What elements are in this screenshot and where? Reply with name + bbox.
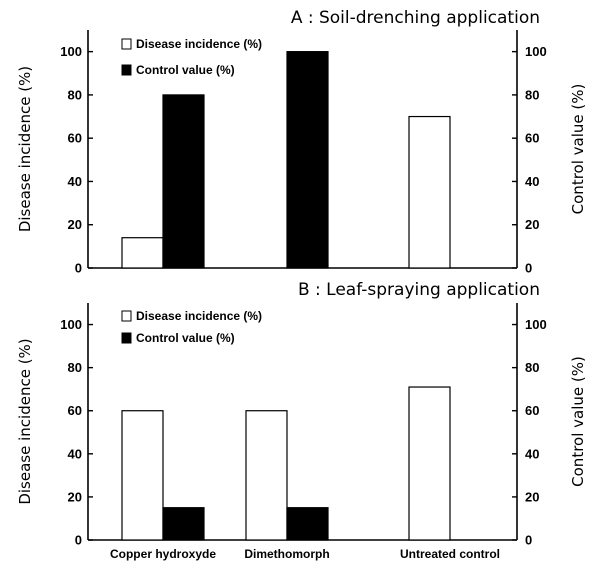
left-tick-label: 40 bbox=[68, 174, 82, 189]
right-tick-label: 80 bbox=[525, 360, 539, 375]
bar-control-value bbox=[162, 94, 205, 269]
legend-swatch bbox=[121, 64, 132, 76]
legend-label: Control value (%) bbox=[136, 63, 235, 77]
bar-disease-incidence bbox=[408, 386, 451, 541]
left-tick-label: 80 bbox=[68, 87, 82, 102]
right-tick-label: 40 bbox=[525, 174, 539, 189]
right-tick-label: 60 bbox=[525, 403, 539, 418]
panel-a: A : Soil-drenching application 0 0 20 20 40 40… bbox=[16, 8, 587, 276]
left-tick-label: 60 bbox=[68, 131, 82, 146]
right-tick-label: 60 bbox=[525, 131, 539, 146]
legend-label: Control value (%) bbox=[136, 331, 235, 345]
bar-disease-incidence bbox=[245, 410, 288, 541]
right-tick-label: 0 bbox=[525, 261, 532, 276]
left-tick-label: 100 bbox=[60, 44, 82, 59]
category-label: Copper hydroxyde bbox=[110, 547, 216, 561]
bar-control-value bbox=[286, 507, 329, 541]
left-tick-label: 100 bbox=[60, 317, 82, 332]
right-tick-label: 20 bbox=[525, 217, 539, 232]
legend-swatch bbox=[121, 332, 132, 344]
right-axis-title: Control value (%) bbox=[569, 84, 587, 215]
left-tick-label: 20 bbox=[68, 217, 82, 232]
category-label: Dimethomorph bbox=[244, 547, 329, 561]
left-axis-title: Disease incidence (%) bbox=[16, 338, 34, 504]
legend-label: Disease incidence (%) bbox=[136, 309, 262, 323]
chart-title: B : Leaf-spraying application bbox=[298, 280, 540, 300]
left-tick-label: 80 bbox=[68, 360, 82, 375]
legend-label: Disease incidence (%) bbox=[136, 37, 262, 51]
bar-disease-incidence bbox=[121, 237, 164, 269]
category-label: Untreated control bbox=[400, 547, 500, 561]
left-tick-label: 40 bbox=[68, 446, 82, 461]
right-tick-label: 100 bbox=[525, 317, 547, 332]
left-tick-label: 0 bbox=[75, 533, 82, 548]
panel-b: B : Leaf-spraying application 0 0 20 20 40 40 6… bbox=[16, 280, 587, 561]
right-tick-label: 80 bbox=[525, 87, 539, 102]
bar-control-value bbox=[162, 507, 205, 541]
right-tick-label: 0 bbox=[525, 533, 532, 548]
right-axis-title: Control value (%) bbox=[569, 356, 587, 487]
left-tick-label: 20 bbox=[68, 489, 82, 504]
left-tick-label: 0 bbox=[75, 261, 82, 276]
legend-swatch bbox=[121, 38, 132, 50]
legend-swatch bbox=[121, 310, 132, 322]
left-tick-label: 60 bbox=[68, 403, 82, 418]
right-tick-label: 100 bbox=[525, 44, 547, 59]
bar-control-value bbox=[286, 51, 329, 269]
right-tick-label: 40 bbox=[525, 446, 539, 461]
bar-disease-incidence bbox=[121, 410, 164, 541]
right-tick-label: 20 bbox=[525, 489, 539, 504]
left-axis-title: Disease incidence (%) bbox=[16, 66, 34, 232]
chart-title: A : Soil-drenching application bbox=[291, 8, 540, 28]
bar-disease-incidence bbox=[408, 115, 451, 269]
